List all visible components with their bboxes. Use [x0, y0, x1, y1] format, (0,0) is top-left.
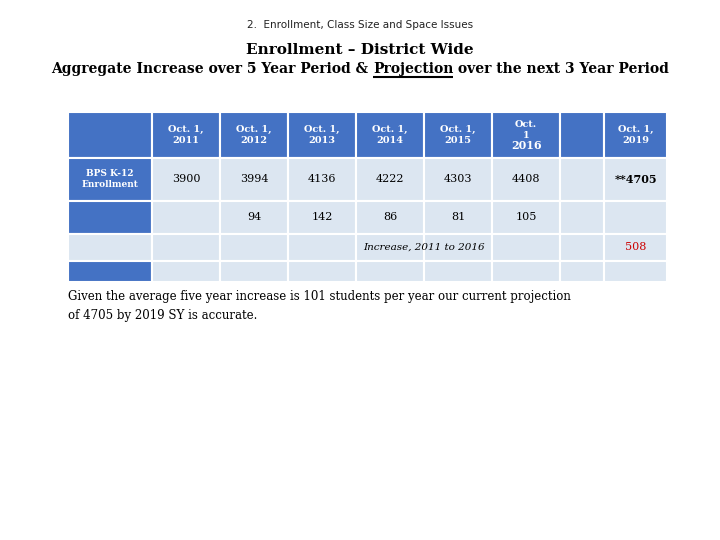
- Text: Oct. 1,
2019: Oct. 1, 2019: [618, 125, 654, 145]
- Text: 4303: 4303: [444, 174, 472, 184]
- Bar: [424, 112, 492, 158]
- Bar: [356, 200, 424, 234]
- Bar: [492, 234, 560, 261]
- Text: Enrollment – District Wide: Enrollment – District Wide: [246, 43, 474, 57]
- Text: Oct. 1,
2013: Oct. 1, 2013: [304, 125, 340, 145]
- Bar: [152, 112, 220, 158]
- Bar: [220, 112, 288, 158]
- Bar: [356, 261, 424, 282]
- Text: 105: 105: [516, 212, 537, 222]
- Text: 142: 142: [311, 212, 333, 222]
- Bar: [356, 158, 424, 200]
- Bar: [356, 234, 424, 261]
- Bar: [604, 158, 667, 200]
- Bar: [424, 200, 492, 234]
- Bar: [492, 112, 560, 158]
- Text: 4222: 4222: [376, 174, 404, 184]
- Text: 3900: 3900: [171, 174, 200, 184]
- Bar: [288, 234, 356, 261]
- Text: Aggregate Increase over 5 Year Period &: Aggregate Increase over 5 Year Period &: [51, 62, 373, 76]
- Bar: [560, 112, 604, 158]
- Bar: [560, 200, 604, 234]
- Bar: [560, 158, 604, 200]
- Bar: [152, 158, 220, 200]
- Bar: [68, 261, 152, 282]
- Bar: [560, 261, 604, 282]
- Bar: [604, 200, 667, 234]
- Text: Oct. 1,
2011: Oct. 1, 2011: [168, 125, 204, 145]
- Bar: [152, 200, 220, 234]
- Bar: [220, 261, 288, 282]
- Bar: [288, 261, 356, 282]
- Bar: [356, 112, 424, 158]
- Bar: [288, 158, 356, 200]
- Bar: [492, 158, 560, 200]
- Text: 4136: 4136: [307, 174, 336, 184]
- Bar: [68, 200, 152, 234]
- Text: Oct. 1,
2012: Oct. 1, 2012: [236, 125, 271, 145]
- Bar: [604, 112, 667, 158]
- Text: 81: 81: [451, 212, 465, 222]
- Bar: [220, 158, 288, 200]
- Bar: [220, 200, 288, 234]
- Text: BPS K-12
Enrollment: BPS K-12 Enrollment: [81, 169, 138, 190]
- Bar: [604, 261, 667, 282]
- Text: 508: 508: [625, 242, 647, 253]
- Bar: [152, 234, 220, 261]
- Text: 2.  Enrollment, Class Size and Space Issues: 2. Enrollment, Class Size and Space Issu…: [247, 20, 473, 30]
- Bar: [152, 261, 220, 282]
- Text: Oct. 1,
2015: Oct. 1, 2015: [440, 125, 476, 145]
- Bar: [220, 234, 288, 261]
- Bar: [288, 200, 356, 234]
- Text: 86: 86: [383, 212, 397, 222]
- Bar: [288, 112, 356, 158]
- Text: 3994: 3994: [240, 174, 269, 184]
- Text: Projection: Projection: [373, 62, 454, 76]
- Text: Given the average five year increase is 101 students per year our current projec: Given the average five year increase is …: [68, 290, 571, 322]
- Text: Oct.
1: Oct. 1: [515, 120, 537, 140]
- Text: **4705: **4705: [614, 174, 657, 185]
- Text: over the next 3 Year Period: over the next 3 Year Period: [454, 62, 669, 76]
- Bar: [604, 234, 667, 261]
- Text: 2016: 2016: [510, 139, 541, 151]
- Bar: [68, 112, 152, 158]
- Bar: [492, 200, 560, 234]
- Bar: [492, 261, 560, 282]
- Bar: [68, 234, 152, 261]
- Bar: [424, 158, 492, 200]
- Bar: [560, 234, 604, 261]
- Bar: [68, 158, 152, 200]
- Text: Oct. 1,
2014: Oct. 1, 2014: [372, 125, 408, 145]
- Text: Increase, 2011 to 2016: Increase, 2011 to 2016: [363, 243, 485, 252]
- Text: 94: 94: [247, 212, 261, 222]
- Bar: [424, 234, 492, 261]
- Bar: [424, 261, 492, 282]
- Text: 4408: 4408: [512, 174, 540, 184]
